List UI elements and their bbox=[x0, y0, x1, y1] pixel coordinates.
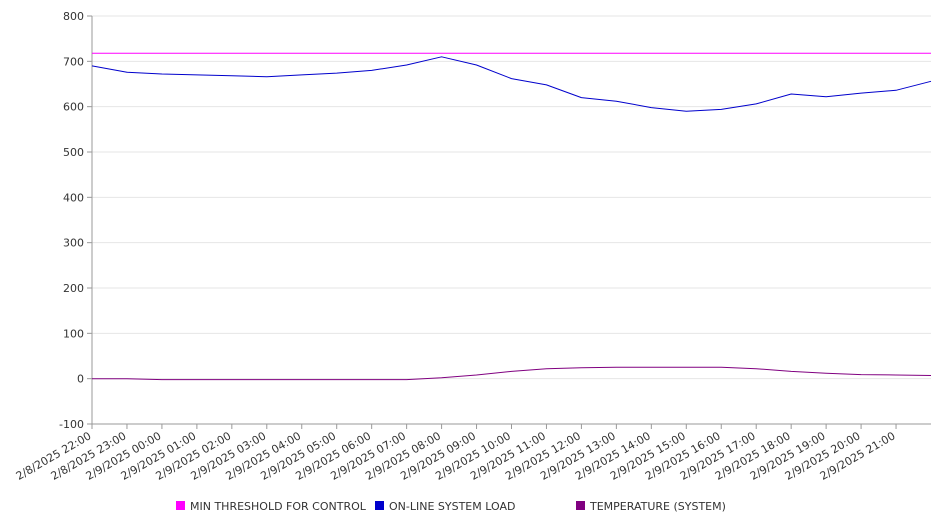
y-tick-labels: -100 0 100 200 300 400 500 600 700 800 bbox=[59, 10, 84, 431]
y-tick-label: 0 bbox=[77, 373, 84, 386]
y-tick-label: 400 bbox=[63, 191, 84, 204]
axes bbox=[87, 15, 931, 429]
series-lines bbox=[91, 52, 932, 381]
legend: MIN THRESHOLD FOR CONTROL ON-LINE SYSTEM … bbox=[176, 500, 726, 513]
y-tick-label: 700 bbox=[63, 55, 84, 68]
legend-swatch-0 bbox=[176, 501, 185, 510]
legend-swatch-2 bbox=[576, 501, 585, 510]
legend-label-2: TEMPERATURE (SYSTEM) bbox=[589, 500, 726, 513]
legend-swatch-1 bbox=[375, 501, 384, 510]
y-tick-label: 300 bbox=[63, 237, 84, 250]
series-line-2 bbox=[92, 366, 932, 381]
grid-lines bbox=[92, 15, 931, 425]
y-tick-label: 600 bbox=[63, 101, 84, 114]
x-tick-labels: 2/8/2025 22:002/8/2025 23:002/9/2025 00:… bbox=[14, 429, 898, 483]
series-line-1 bbox=[91, 56, 932, 112]
y-tick-label: -100 bbox=[59, 418, 84, 431]
y-tick-label: 100 bbox=[63, 327, 84, 340]
legend-label-0: MIN THRESHOLD FOR CONTROL bbox=[190, 500, 367, 513]
y-tick-label: 800 bbox=[63, 10, 84, 23]
legend-label-1: ON-LINE SYSTEM LOAD bbox=[389, 500, 515, 513]
y-tick-label: 500 bbox=[63, 146, 84, 159]
y-tick-label: 200 bbox=[63, 282, 84, 295]
